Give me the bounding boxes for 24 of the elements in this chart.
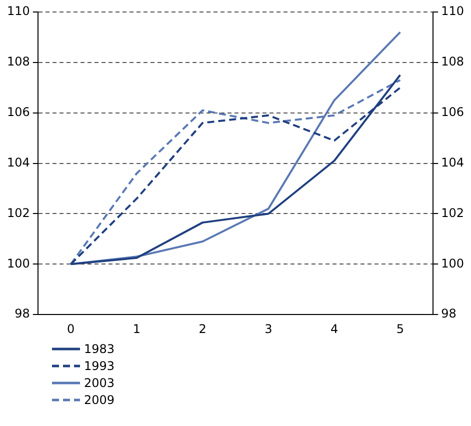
y2-tick-label: 100 <box>441 256 464 270</box>
y2-tick-label: 104 <box>441 155 464 170</box>
legend-label: 1983 <box>84 342 115 356</box>
y-tick-label: 110 <box>7 4 30 18</box>
y-tick-label: 104 <box>7 155 30 170</box>
x-tick-label: 0 <box>67 322 75 336</box>
y-tick-label: 108 <box>7 54 30 69</box>
legend-label: 2003 <box>84 376 115 390</box>
x-tick-label: 2 <box>198 322 206 336</box>
x-tick-label: 3 <box>264 322 272 336</box>
x-tick-label: 5 <box>396 322 404 336</box>
y2-tick-label: 106 <box>441 104 464 119</box>
legend-label: 2009 <box>84 392 115 406</box>
y-tick-label: 102 <box>7 206 30 220</box>
y-tick-label: 98 <box>14 306 30 321</box>
y-tick-label: 106 <box>7 104 30 119</box>
y2-tick-label: 108 <box>441 54 464 69</box>
x-tick-label: 4 <box>330 322 338 336</box>
legend-label: 1993 <box>84 358 115 372</box>
y-tick-label: 100 <box>7 256 30 270</box>
y2-tick-label: 98 <box>441 306 456 321</box>
y2-tick-label: 102 <box>441 206 464 220</box>
y2-tick-label: 110 <box>441 4 464 18</box>
x-tick-label: 1 <box>132 322 141 336</box>
